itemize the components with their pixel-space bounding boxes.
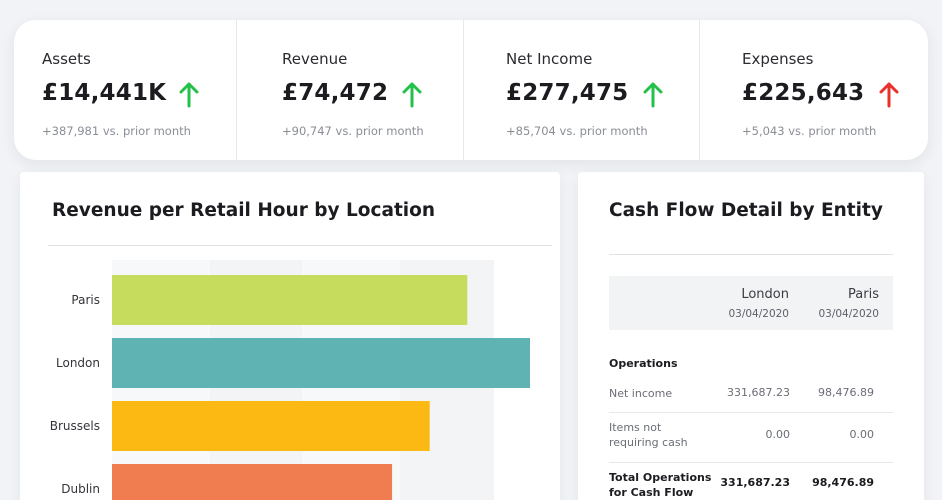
kpi-card-assets[interactable]: Assets £14,441K +387,981 vs. prior month <box>14 20 237 160</box>
kpi-label: Net Income <box>506 50 593 68</box>
cash-flow-title: Cash Flow Detail by Entity <box>609 200 883 221</box>
row-label: Items not requiring cash <box>609 421 688 449</box>
bar-paris[interactable] <box>112 275 468 325</box>
section-label: Operations <box>609 357 678 370</box>
column-date: 03/04/2020 <box>728 308 789 320</box>
category-label: London <box>56 356 100 370</box>
kpi-card-revenue[interactable]: Revenue £74,472 +90,747 vs. prior month <box>237 20 464 160</box>
kpi-delta: +387,981 vs. prior month <box>42 124 191 138</box>
arrow-up-icon <box>643 82 663 108</box>
revenue-chart-card: Revenue per Retail Hour by Location Pari… <box>20 172 560 500</box>
kpi-label: Revenue <box>282 50 348 68</box>
row-value: 331,687.23 <box>720 476 790 489</box>
column-header-london: London <box>741 287 789 302</box>
kpi-label: Expenses <box>742 50 814 68</box>
row-label: Net income <box>609 387 673 400</box>
kpi-delta: +85,704 vs. prior month <box>506 124 648 138</box>
kpi-card-net-income[interactable]: Net Income £277,475 +85,704 vs. prior mo… <box>464 20 700 160</box>
arrow-up-icon <box>402 82 422 108</box>
kpi-value: £225,643 <box>742 80 865 106</box>
bar-london[interactable] <box>112 338 530 388</box>
column-header-paris: Paris <box>848 287 879 302</box>
category-label: Dublin <box>61 482 100 496</box>
bar-chart: Paris London Brussels Dublin <box>50 260 530 500</box>
row-value: 331,687.23 <box>727 386 790 399</box>
row-divider <box>609 412 893 413</box>
kpi-label: Assets <box>42 50 91 68</box>
chart-title: Revenue per Retail Hour by Location <box>52 200 436 221</box>
table-header: London 03/04/2020 Paris 03/04/2020 <box>609 276 893 330</box>
category-label: Paris <box>71 293 100 307</box>
kpi-delta: +90,747 vs. prior month <box>282 124 424 138</box>
cash-flow-card: Cash Flow Detail by Entity London 03/04/… <box>578 172 924 500</box>
row-value: 98,476.89 <box>818 386 874 399</box>
kpi-card-expenses[interactable]: Expenses £225,643 +5,043 vs. prior month <box>700 20 928 160</box>
bar-dublin[interactable] <box>112 464 393 500</box>
divider <box>48 245 552 246</box>
kpi-strip: Assets £14,441K +387,981 vs. prior month… <box>14 20 928 160</box>
row-value: 0.00 <box>765 428 791 441</box>
kpi-value: £14,441K <box>42 80 167 106</box>
arrow-up-icon <box>179 82 199 108</box>
row-value: 98,476.89 <box>812 476 874 489</box>
kpi-value: £74,472 <box>282 80 389 106</box>
bar-brussels[interactable] <box>112 401 430 451</box>
row-value: 0.00 <box>849 428 875 441</box>
row-divider <box>609 462 893 463</box>
arrow-up-icon <box>879 82 899 108</box>
category-label: Brussels <box>50 419 100 433</box>
kpi-value: £277,475 <box>506 80 629 106</box>
kpi-delta: +5,043 vs. prior month <box>742 124 877 138</box>
divider <box>609 254 893 255</box>
row-label: Total Operations for Cash Flow <box>609 471 712 499</box>
column-date: 03/04/2020 <box>818 308 879 320</box>
